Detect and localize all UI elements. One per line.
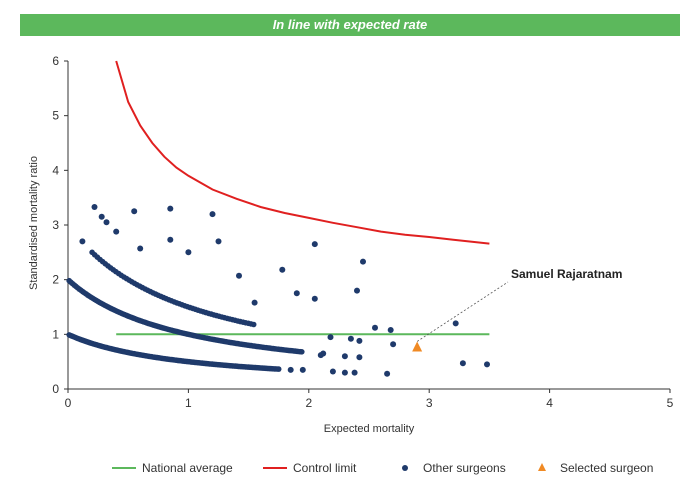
surgeon-point: [299, 349, 305, 355]
legend-label-1: Control limit: [293, 461, 357, 475]
surgeon-point: [215, 238, 222, 245]
surgeon-point: [341, 369, 348, 376]
annotation-leader-line: [416, 281, 509, 342]
legend-label-3: Selected surgeon: [560, 461, 653, 475]
chart-banner: In line with expected rate: [20, 14, 680, 36]
x-axis-label: Expected mortality: [324, 423, 415, 435]
surgeon-point: [372, 324, 378, 331]
series-line-1: [115, 60, 490, 245]
surgeon-point: [167, 205, 174, 212]
y-tick-label: 4: [52, 163, 59, 177]
surgeon-point: [311, 241, 318, 248]
legend-label-2: Other surgeons: [423, 461, 506, 475]
surgeon-point: [293, 290, 300, 297]
surgeon-point: [356, 354, 363, 361]
y-tick-label: 2: [52, 273, 59, 287]
x-tick-label: 0: [65, 396, 72, 410]
y-tick-label: 3: [52, 218, 59, 232]
surgeon-point: [91, 204, 98, 210]
surgeon-point: [236, 272, 242, 279]
x-tick-label: 1: [185, 396, 192, 410]
surgeon-point: [98, 213, 105, 220]
surgeon-point: [327, 334, 334, 341]
surgeon-point: [167, 236, 174, 243]
legend-swatch-3: [538, 463, 546, 471]
series-points: [66, 204, 490, 377]
surgeon-point: [341, 353, 348, 360]
y-tick-label: 1: [52, 327, 59, 341]
surgeon-point: [103, 219, 110, 226]
surgeon-point: [347, 335, 354, 342]
surgeon-point: [113, 228, 120, 235]
x-tick-label: 5: [667, 396, 674, 410]
legend-label-0: National average: [142, 461, 233, 475]
surgeon-point: [275, 366, 282, 372]
surgeon-point: [131, 208, 138, 215]
surgeon-point: [209, 211, 216, 218]
surgeon-point: [287, 366, 294, 373]
surgeon-point: [137, 245, 144, 252]
axes: [64, 60, 671, 393]
y-tick-label: 0: [52, 382, 59, 396]
legend: National average Control limit Other surge…: [112, 461, 653, 475]
surgeon-point: [360, 258, 366, 265]
x-tick-label: 3: [426, 396, 433, 410]
surgeon-point: [459, 360, 466, 367]
surgeon-point: [329, 368, 336, 375]
y-tick-label: 6: [52, 54, 59, 68]
surgeon-point: [317, 352, 324, 359]
surgeon-point: [311, 295, 318, 302]
x-tick-label: 2: [305, 396, 312, 410]
surgeon-point: [452, 320, 459, 327]
surgeon-point: [250, 321, 257, 328]
annotation: Samuel Rajaratnam: [416, 267, 622, 342]
x-tick-label: 4: [546, 396, 553, 410]
surgeon-point: [387, 327, 394, 333]
legend-swatch-2: [402, 465, 408, 471]
surgeon-point: [351, 369, 358, 376]
surgeon-point: [185, 249, 192, 256]
surgeon-point: [356, 337, 363, 344]
annotation-label: Samuel Rajaratnam: [511, 267, 622, 281]
tick-labels: 0 1 2 3 4 5 0 1 2 3 4 5 6: [52, 54, 673, 410]
series-lines: [115, 60, 490, 336]
surgeon-point: [251, 299, 258, 306]
selected-surgeon-marker: [412, 341, 423, 352]
surgeon-point: [279, 266, 286, 273]
surgeon-point: [384, 370, 391, 377]
surgeon-point: [354, 287, 360, 294]
surgeon-point: [79, 238, 86, 245]
y-axis-label: Standardised mortality ratio: [28, 156, 40, 290]
surgeon-point: [484, 361, 490, 368]
surgeon-point: [299, 366, 306, 373]
surgeon-point: [390, 341, 397, 348]
y-tick-label: 5: [52, 109, 59, 123]
